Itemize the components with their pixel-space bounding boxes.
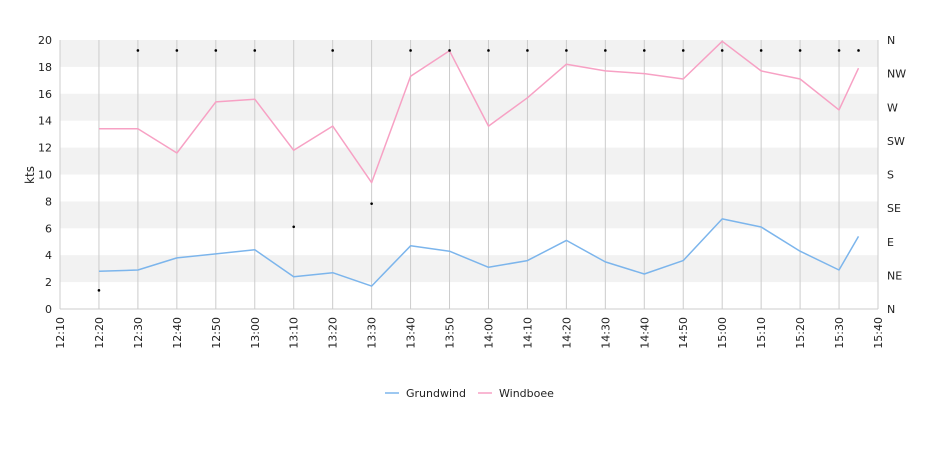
x-tick-label: 14:30: [599, 317, 612, 349]
x-tick-label: 15:30: [833, 317, 846, 349]
plot-bands: [60, 40, 878, 283]
y-tick-label: 6: [45, 222, 52, 235]
y-tick-label: 4: [45, 249, 52, 262]
direction-marker: [331, 49, 334, 52]
direction-markers: [97, 49, 860, 292]
direction-marker: [857, 49, 860, 52]
x-tick-label: 13:50: [444, 317, 457, 349]
x-tick-label: 14:00: [482, 317, 495, 349]
x-tick-label: 14:40: [638, 317, 651, 349]
direction-marker: [798, 49, 802, 52]
direction-marker: [604, 49, 607, 52]
direction-tick-label: NW: [887, 68, 906, 81]
direction-marker: [448, 49, 451, 52]
direction-marker: [720, 49, 724, 52]
x-tick-label: 13:30: [366, 317, 379, 349]
y-tick-label: 10: [38, 169, 52, 182]
x-tick-label: 13:40: [405, 317, 418, 349]
series-lines: [98, 40, 860, 287]
plot-band: [60, 201, 878, 229]
y-axis-label: kts: [23, 166, 37, 184]
direction-tick-label: W: [887, 101, 898, 114]
x-tick-label: 13:00: [249, 317, 262, 349]
direction-tick-label: S: [887, 169, 894, 182]
direction-marker: [136, 49, 140, 52]
x-tick-label: 15:20: [794, 317, 807, 349]
direction-marker: [681, 49, 685, 52]
direction-marker: [409, 49, 412, 52]
direction-tick-label: N: [887, 303, 895, 316]
direction-tick-label: N: [887, 34, 895, 47]
y-tick-label: 8: [45, 195, 52, 208]
x-tick-label: 15:10: [755, 317, 768, 349]
y-tick-label: 0: [45, 303, 52, 316]
x-tick-label: 14:50: [677, 317, 690, 349]
direction-marker: [759, 49, 763, 52]
x-tick-label: 15:00: [716, 317, 729, 349]
direction-marker: [214, 49, 218, 52]
x-tick-label: 12:50: [210, 317, 223, 349]
x-tick-label: 13:10: [288, 317, 301, 349]
direction-marker: [837, 49, 841, 52]
legend-label: Windboee: [499, 387, 554, 400]
direction-marker: [253, 49, 257, 52]
x-tick-label: 12:10: [54, 317, 67, 349]
x-tick-label: 14:20: [560, 317, 573, 349]
x-tick-label: 12:30: [132, 317, 145, 349]
x-tick-label: 15:40: [872, 317, 885, 349]
legend-item-windboee[interactable]: Windboee: [478, 387, 554, 400]
grid-lines: [59, 40, 879, 309]
legend-label: Grundwind: [406, 387, 466, 400]
x-tick-label: 12:20: [93, 317, 106, 349]
x-tick-label: 14:10: [521, 317, 534, 349]
y-tick-label: 20: [38, 34, 52, 47]
y-tick-label: 12: [38, 142, 52, 155]
axes: 12:10 12:20 12:30 12:40 12:50 13:00 13:10 13:20…: [38, 34, 906, 349]
x-tick-label: 12:40: [171, 317, 184, 349]
direction-marker: [487, 49, 490, 52]
y-tick-label: 2: [45, 276, 52, 289]
plot-band: [60, 147, 878, 175]
direction-marker: [642, 49, 646, 52]
direction-tick-label: E: [887, 236, 894, 249]
legend[interactable]: Grundwind Windboee: [385, 387, 554, 400]
plot-band: [60, 93, 878, 121]
series-line-windboee: [99, 40, 860, 184]
direction-marker: [526, 49, 529, 52]
plot-band: [60, 40, 878, 67]
legend-item-grundwind[interactable]: Grundwind: [385, 387, 466, 400]
y-tick-label: 16: [38, 88, 52, 101]
direction-tick-label: NE: [887, 269, 902, 282]
y-tick-label: 18: [38, 61, 52, 74]
direction-marker: [370, 202, 373, 205]
direction-marker: [292, 225, 296, 229]
direction-marker: [97, 289, 101, 292]
y-tick-label: 14: [38, 115, 52, 128]
direction-tick-label: SW: [887, 135, 905, 148]
direction-marker: [175, 49, 179, 52]
direction-tick-label: SE: [887, 202, 901, 215]
series-line-grundwind: [98, 218, 860, 287]
x-tick-label: 13:20: [327, 317, 340, 349]
direction-marker: [565, 49, 568, 52]
